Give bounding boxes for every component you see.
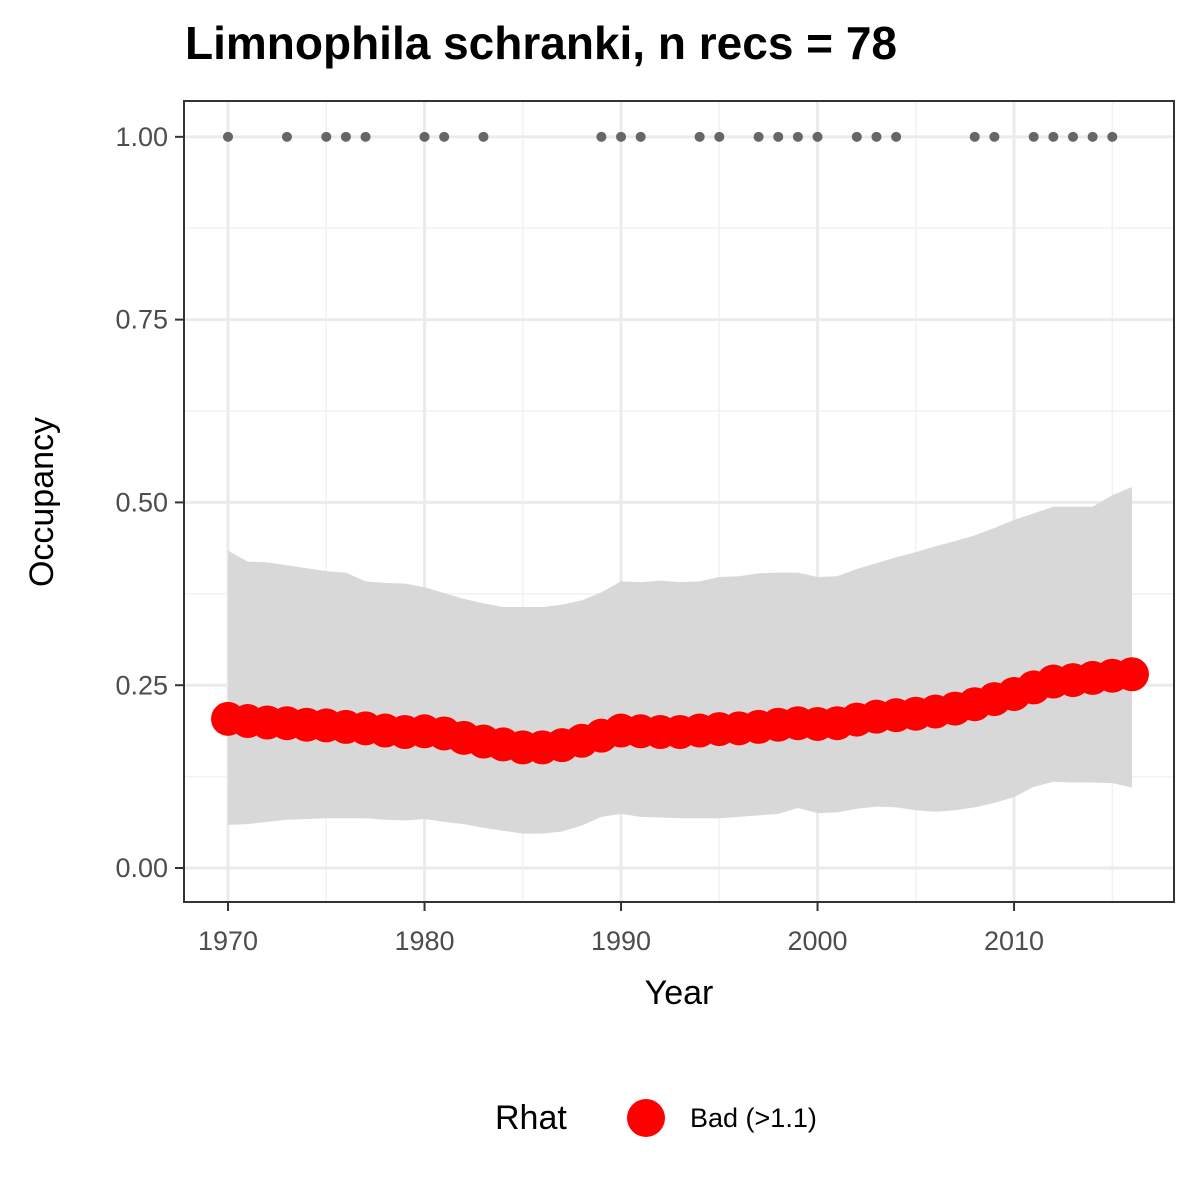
record-point	[812, 131, 823, 142]
record-point	[969, 131, 980, 142]
x-axis-title: Year	[645, 974, 714, 1012]
y-axis-title: Occupancy	[23, 417, 61, 587]
x-tick-label: 1970	[198, 926, 258, 956]
record-point	[321, 131, 332, 142]
x-tick-label: 1990	[591, 926, 651, 956]
record-point	[616, 131, 627, 142]
record-point	[1067, 131, 1078, 142]
record-point	[871, 131, 882, 142]
record-point	[792, 131, 803, 142]
record-point	[714, 131, 725, 142]
y-tick-label: 0.25	[115, 670, 168, 700]
record-point	[439, 131, 450, 142]
record-point	[891, 131, 902, 142]
legend-label: Bad (>1.1)	[690, 1103, 817, 1133]
record-point	[281, 131, 292, 142]
y-tick-label: 0.00	[115, 853, 168, 883]
record-point	[851, 131, 862, 142]
record-point	[1048, 131, 1059, 142]
legend-title: Rhat	[495, 1099, 567, 1137]
record-point	[340, 131, 351, 142]
record-point	[1087, 131, 1098, 142]
record-point	[596, 131, 607, 142]
record-point	[635, 131, 646, 142]
record-point	[989, 131, 1000, 142]
record-point	[478, 131, 489, 142]
record-point	[360, 131, 371, 142]
x-tick-label: 1980	[394, 926, 454, 956]
y-tick-label: 1.00	[115, 122, 168, 152]
y-tick-label: 0.50	[115, 488, 168, 518]
chart-title: Limnophila schranki, n recs = 78	[185, 17, 897, 69]
x-tick-label: 2000	[787, 926, 847, 956]
record-point	[753, 131, 764, 142]
legend-key	[627, 1099, 665, 1137]
record-point	[773, 131, 784, 142]
record-point	[694, 131, 705, 142]
occupancy-point	[1114, 657, 1149, 692]
record-point	[1107, 131, 1118, 142]
y-tick-label: 0.75	[115, 305, 168, 335]
record-point	[419, 131, 430, 142]
record-point	[223, 131, 234, 142]
record-point	[1028, 131, 1039, 142]
x-tick-label: 2010	[984, 926, 1044, 956]
